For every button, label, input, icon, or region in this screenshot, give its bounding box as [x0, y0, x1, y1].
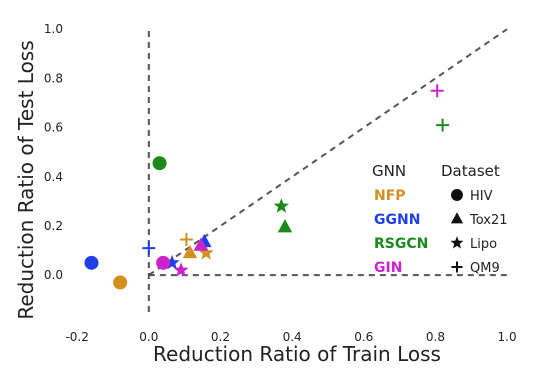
y-tick-label: 0.6 — [44, 121, 63, 135]
x-axis-ticks: -0.2 0.0 0.2 0.4 0.6 0.8 1.0 — [65, 330, 516, 344]
y-tick-label: 1.0 — [44, 22, 63, 36]
point-gin-hiv — [156, 255, 171, 270]
point-gin-tox21 — [193, 237, 208, 251]
point-rsgcn-hiv — [152, 156, 167, 171]
legend-models: NFP GGNN RSGCN GIN — [374, 188, 428, 276]
x-tick-label: 0.0 — [139, 330, 158, 344]
legend-model-title: GNN — [372, 162, 406, 180]
point-nfp-hiv — [113, 275, 128, 290]
x-axis-label: Reduction Ratio of Train Loss — [153, 342, 441, 366]
x-tick-label: 0.4 — [283, 330, 302, 344]
legend-marker-lipo — [450, 236, 464, 249]
legend-marker-hiv — [451, 189, 463, 201]
y-tick-label: 0.8 — [44, 71, 63, 85]
legend-datasets: HIV Tox21 Lipo QM9 — [450, 189, 508, 276]
point-nfp-lipo — [198, 244, 214, 260]
reference-lines — [147, 28, 508, 312]
x-tick-label: 0.8 — [426, 330, 445, 344]
legend-model-rsgcn: RSGCN — [374, 236, 428, 252]
y-axis-label: Reduction Ratio of Test Loss — [14, 40, 38, 319]
legend-model-ggnn: GGNN — [374, 212, 420, 228]
legend-dataset-title: Dataset — [441, 162, 500, 180]
x-tick-label: 0.6 — [354, 330, 373, 344]
legend-model-nfp: NFP — [374, 188, 406, 204]
point-gin-qm9 — [430, 84, 444, 98]
x-tick-label: 0.2 — [211, 330, 230, 344]
y-tick-label: 0.0 — [44, 268, 63, 282]
y-tick-label: 0.4 — [44, 170, 63, 184]
legend-marker-tox21 — [450, 212, 464, 224]
point-gin-lipo — [173, 262, 189, 277]
point-ggnn-hiv — [84, 255, 99, 270]
point-nfp-qm9 — [179, 232, 193, 246]
legend: GNN Dataset NFP GGNN RSGCN GIN HIV Tox21 Lipo… — [372, 162, 508, 276]
legend-dataset-hiv: HIV — [470, 189, 493, 204]
y-axis-ticks: 0.0 0.2 0.4 0.6 0.8 1.0 — [44, 22, 63, 282]
point-ggnn-lipo — [164, 254, 180, 270]
point-rsgcn-tox21 — [277, 219, 293, 233]
legend-model-gin: GIN — [374, 260, 402, 276]
point-rsgcn-lipo — [273, 198, 289, 213]
x-tick-label: 1.0 — [498, 330, 517, 344]
data-points — [84, 84, 450, 290]
x-tick-label: -0.2 — [65, 330, 88, 344]
legend-marker-qm9 — [451, 261, 463, 273]
legend-dataset-tox21: Tox21 — [469, 213, 508, 228]
legend-dataset-lipo: Lipo — [470, 237, 497, 252]
legend-dataset-qm9: QM9 — [470, 261, 500, 276]
point-nfp-tox21 — [182, 244, 198, 259]
point-rsgcn-qm9 — [436, 118, 450, 132]
point-ggnn-qm9 — [142, 241, 156, 255]
y-tick-label: 0.2 — [44, 219, 63, 233]
